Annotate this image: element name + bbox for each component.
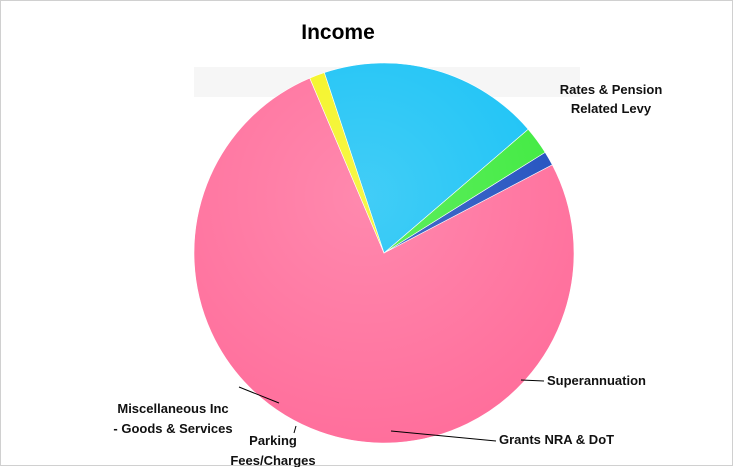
slice-label-line: Miscellaneous Inc <box>117 401 228 416</box>
slice-label-line: Superannuation <box>547 373 646 388</box>
chart-title: Income <box>301 21 375 44</box>
leader-line-5 <box>520 379 545 382</box>
leader-lines <box>238 379 545 442</box>
pie-highlight <box>194 63 574 443</box>
slice-label-line: Fees/Charges <box>230 453 315 467</box>
slice-label-line: - Goods & Services <box>113 421 232 436</box>
pie-slices <box>193 62 575 444</box>
slice-label-4: Grants NRA & DoT <box>499 432 614 447</box>
slice-label-line: Parking <box>249 433 297 448</box>
slice-label-2: Miscellaneous Inc - Goods & Services <box>113 401 232 436</box>
slice-label-3: Parking Fees/Charges <box>230 433 315 467</box>
slice-label-1: Rates & Pension Related Levy <box>560 82 663 116</box>
leader-line-4 <box>390 430 497 442</box>
slice-label-line: Rates & Pension <box>560 82 663 97</box>
slice-label-line: Grants NRA & DoT <box>499 432 614 447</box>
slice-label-5: Superannuation <box>547 373 646 388</box>
leader-line-3 <box>293 425 297 434</box>
leader-line-2 <box>238 386 280 404</box>
slice-label-line: Related Levy <box>571 101 652 116</box>
slice-labels: Rates & Pension Related Levy Miscellaneous… <box>113 82 662 467</box>
